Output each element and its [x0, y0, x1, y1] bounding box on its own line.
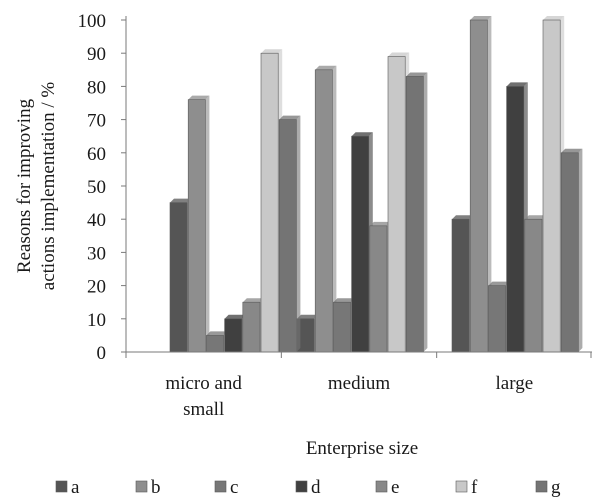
bar-top-face: [297, 314, 319, 319]
bar-side-face: [487, 16, 492, 352]
y-tick-label: 0: [97, 343, 107, 364]
legend-label: d: [311, 477, 321, 498]
bar-top-face: [452, 215, 474, 220]
bar-front-face: [560, 152, 579, 353]
bar-top-face: [242, 298, 264, 303]
legend-item-c: c: [214, 477, 238, 498]
bar-top-face: [333, 298, 355, 303]
bar-g-1: [405, 72, 428, 353]
y-tick-label: 40: [87, 210, 106, 231]
y-axis-title: Reasons for improving actions implementat…: [14, 82, 59, 291]
bar-g-0: [278, 115, 301, 353]
bar-side-face: [205, 95, 210, 353]
bar-front-face: [351, 135, 370, 353]
bar-side-face: [332, 65, 337, 353]
x-category-label: large: [496, 373, 534, 394]
bar-top-face: [351, 132, 373, 137]
bar-top-face: [170, 198, 192, 203]
bar-front-face: [333, 301, 351, 353]
bar-b-2: [469, 16, 492, 353]
legend-item-e: e: [375, 477, 399, 498]
x-category-label: micro and: [165, 373, 242, 394]
legend-label: b: [151, 477, 161, 498]
bar-top-face: [506, 82, 528, 87]
legend-swatch: [214, 480, 227, 493]
y-axis-title-line: actions implementation / %: [38, 82, 59, 291]
bar-g-2: [560, 148, 583, 353]
chart-bars: [169, 16, 583, 353]
bar-front-face: [506, 86, 525, 353]
y-tick-label: 20: [87, 277, 106, 298]
bar-front-face: [278, 119, 297, 353]
bar-top-face: [279, 115, 301, 120]
legend-label: c: [230, 477, 238, 498]
bar-front-face: [387, 56, 406, 353]
y-tick-label: 10: [87, 310, 106, 331]
bar-top-face: [470, 16, 492, 20]
bar-front-face: [369, 225, 388, 353]
y-tick-label: 100: [78, 11, 107, 32]
bar-top-face: [524, 215, 546, 220]
bar-top-face: [561, 148, 583, 153]
legend-label: g: [551, 477, 561, 498]
x-axis-title: Enterprise size: [306, 438, 418, 459]
legend-item-g: g: [535, 477, 561, 498]
bar-front-face: [469, 19, 488, 353]
bar-front-face: [488, 285, 506, 353]
bar-front-face: [224, 318, 243, 353]
bar-top-face: [206, 331, 228, 336]
legend-label: e: [391, 477, 399, 498]
y-tick-label: 90: [87, 44, 106, 65]
bar-side-face: [296, 115, 301, 352]
legend-swatch: [455, 480, 468, 493]
x-axis-category-labels: micro and small medium large: [165, 373, 533, 420]
bar-top-face: [188, 95, 210, 100]
bar-front-face: [260, 52, 279, 353]
bar-side-face: [578, 148, 583, 352]
bar-front-face: [405, 76, 424, 353]
y-tick-label: 60: [87, 144, 106, 165]
bar-front-face: [542, 19, 561, 353]
bar-front-face: [314, 69, 333, 353]
bar-front-face: [187, 99, 206, 353]
bar-front-face: [451, 218, 470, 353]
bar-front-face: [242, 301, 261, 353]
legend-swatch: [135, 480, 148, 493]
y-axis-title-line: Reasons for improving: [14, 98, 35, 273]
legend-swatch: [55, 480, 68, 493]
x-category-label: medium: [328, 373, 390, 394]
bar-top-face: [369, 221, 391, 226]
y-axis-ticks: 0 10 20 30 40 50 60 70 80 90 100: [78, 11, 126, 364]
bar-top-face: [388, 52, 410, 57]
chart-axes: [125, 16, 592, 358]
chart-legend: a b c d e f g: [55, 477, 561, 498]
bar-top-face: [224, 314, 246, 319]
bar-top-face: [488, 281, 510, 286]
legend-swatch: [535, 480, 548, 493]
y-tick-label: 70: [87, 111, 106, 132]
bar-side-face: [423, 72, 428, 352]
legend-item-d: d: [295, 477, 321, 498]
y-tick-label: 50: [87, 177, 106, 198]
legend-swatch: [295, 480, 308, 493]
x-category-label: small: [183, 399, 224, 420]
bar-top-face: [406, 72, 428, 77]
bar-front-face: [524, 218, 543, 353]
legend-item-f: f: [455, 477, 478, 498]
bar-front-face: [169, 202, 188, 353]
legend-swatch: [375, 480, 388, 493]
bar-top-face: [543, 16, 565, 20]
legend-item-a: a: [55, 477, 80, 498]
y-tick-label: 80: [87, 77, 106, 98]
bar-top-face: [261, 49, 283, 54]
y-tick-label: 30: [87, 243, 106, 264]
bar-b-0: [187, 95, 210, 353]
legend-label: f: [471, 477, 478, 498]
bar-front-face: [206, 335, 224, 353]
legend-item-b: b: [135, 477, 161, 498]
legend-label: a: [71, 477, 80, 498]
bar-top-face: [315, 65, 337, 70]
